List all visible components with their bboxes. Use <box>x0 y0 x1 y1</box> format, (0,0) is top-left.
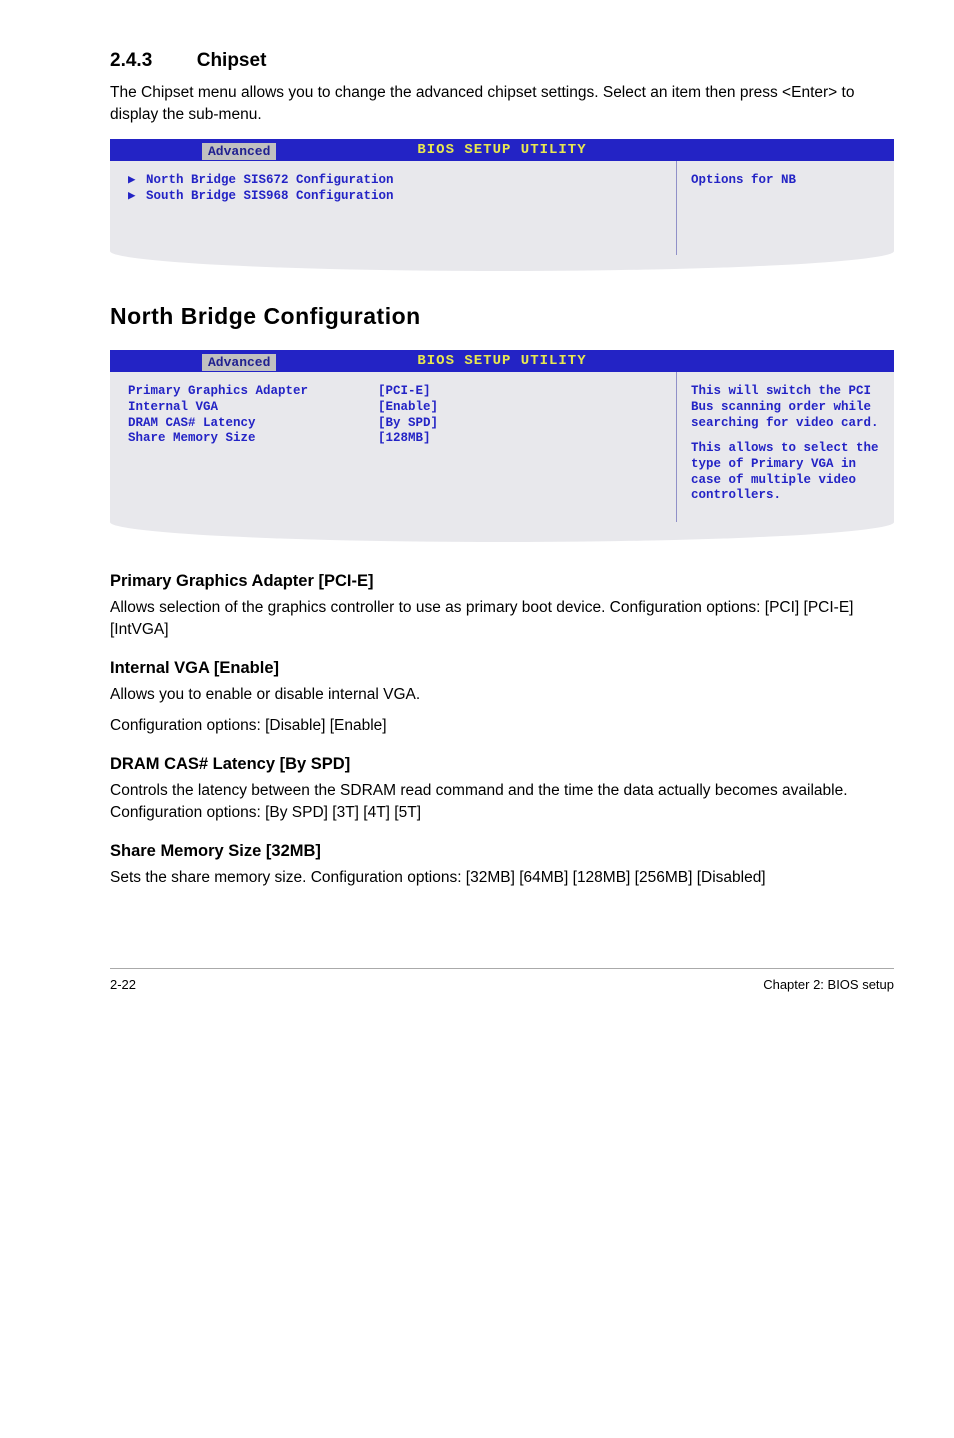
bios-left-pane: ▶ North Bridge SIS672 Configuration ▶ So… <box>110 161 676 255</box>
chapter-label: Chapter 2: BIOS setup <box>763 977 894 992</box>
bios-menu-item[interactable]: ▶ South Bridge SIS968 Configuration <box>128 189 666 205</box>
bios-setting-row[interactable]: Primary Graphics Adapter [PCI-E] <box>128 384 666 400</box>
subsection-heading: Internal VGA [Enable] <box>110 659 894 678</box>
bios-setting-label: Primary Graphics Adapter <box>128 384 378 400</box>
bios-setting-label: DRAM CAS# Latency <box>128 416 378 432</box>
bios-menu-label: South Bridge SIS968 Configuration <box>146 189 394 205</box>
bios-setting-value: [By SPD] <box>378 416 438 432</box>
bios-help-text: This allows to select the type of Primar… <box>691 441 880 504</box>
bios-help-text: This will switch the PCI Bus scanning or… <box>691 384 880 431</box>
bios-setting-label: Internal VGA <box>128 400 378 416</box>
section-number: 2.4.3 <box>110 50 152 72</box>
bios-menu-item[interactable]: ▶ North Bridge SIS672 Configuration <box>128 173 666 189</box>
bios-setting-value: [Enable] <box>378 400 438 416</box>
subsection-heading: Primary Graphics Adapter [PCI-E] <box>110 572 894 591</box>
subsection-body: Sets the share memory size. Configuratio… <box>110 867 894 889</box>
triangle-icon: ▶ <box>128 189 146 205</box>
subsection-body: Allows you to enable or disable internal… <box>110 684 894 706</box>
page-footer: 2-22 Chapter 2: BIOS setup <box>110 968 894 992</box>
bios-header: BIOS SETUP UTILITY Advanced <box>110 139 894 161</box>
subsection-body: Controls the latency between the SDRAM r… <box>110 780 894 823</box>
bios-header: BIOS SETUP UTILITY Advanced <box>110 350 894 372</box>
subsection-body: Allows selection of the graphics control… <box>110 597 894 640</box>
page-number: 2-22 <box>110 977 136 992</box>
bios-setting-row[interactable]: DRAM CAS# Latency [By SPD] <box>128 416 666 432</box>
north-bridge-heading: North Bridge Configuration <box>110 303 894 330</box>
bios-body: ▶ North Bridge SIS672 Configuration ▶ So… <box>110 161 894 271</box>
subsection-heading: DRAM CAS# Latency [By SPD] <box>110 755 894 774</box>
bios-setting-row[interactable]: Share Memory Size [128MB] <box>128 431 666 447</box>
bios-right-pane: Options for NB <box>676 161 894 255</box>
spacer <box>691 431 880 441</box>
bios-menu-label: North Bridge SIS672 Configuration <box>146 173 394 189</box>
bios-left-pane: Primary Graphics Adapter [PCI-E] Interna… <box>110 372 676 522</box>
subsection-heading: Share Memory Size [32MB] <box>110 842 894 861</box>
bios-help-text: Options for NB <box>691 173 880 189</box>
bios-tab-advanced: Advanced <box>202 354 276 371</box>
triangle-icon: ▶ <box>128 173 146 189</box>
intro-text: The Chipset menu allows you to change th… <box>110 82 894 125</box>
bios-setting-row[interactable]: Internal VGA [Enable] <box>128 400 666 416</box>
bios-setting-value: [128MB] <box>378 431 431 447</box>
bios-panel-northbridge: BIOS SETUP UTILITY Advanced Primary Grap… <box>110 350 894 542</box>
bios-right-pane: This will switch the PCI Bus scanning or… <box>676 372 894 522</box>
section-title: Chipset <box>197 50 267 72</box>
bios-tab-advanced: Advanced <box>202 143 276 160</box>
bios-body: Primary Graphics Adapter [PCI-E] Interna… <box>110 372 894 542</box>
bios-panel-chipset: BIOS SETUP UTILITY Advanced ▶ North Brid… <box>110 139 894 271</box>
bios-setting-label: Share Memory Size <box>128 431 378 447</box>
subsection-body: Configuration options: [Disable] [Enable… <box>110 715 894 737</box>
bios-setting-value: [PCI-E] <box>378 384 431 400</box>
